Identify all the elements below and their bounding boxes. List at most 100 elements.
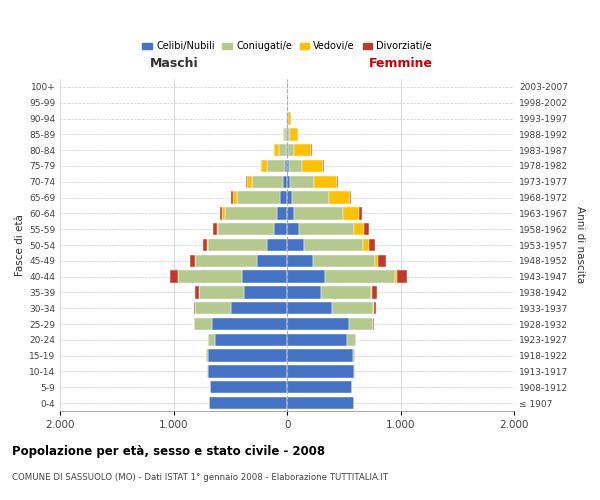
Bar <box>314 176 337 188</box>
Bar <box>287 302 332 314</box>
Bar <box>329 192 350 204</box>
Bar <box>375 254 379 267</box>
Bar <box>247 176 252 188</box>
Bar <box>369 239 374 251</box>
Bar <box>304 239 363 251</box>
Bar <box>343 207 359 220</box>
Bar <box>215 334 287 346</box>
Bar <box>286 128 287 140</box>
Bar <box>323 160 324 172</box>
Bar <box>194 302 195 314</box>
Bar <box>252 176 283 188</box>
Bar <box>287 270 325 283</box>
Bar <box>372 286 377 298</box>
Bar <box>220 207 223 220</box>
Bar <box>371 286 372 298</box>
Bar <box>208 350 287 362</box>
Y-axis label: Fasce di età: Fasce di età <box>15 214 25 276</box>
Bar <box>237 192 280 204</box>
Bar <box>278 144 286 156</box>
Legend: Celibi/Nubili, Coniugati/e, Vedovi/e, Divorziati/e: Celibi/Nubili, Coniugati/e, Vedovi/e, Di… <box>139 38 436 55</box>
Bar <box>359 207 362 220</box>
Bar <box>363 239 369 251</box>
Bar <box>287 286 321 298</box>
Bar <box>178 270 242 283</box>
Bar <box>332 302 373 314</box>
Bar <box>210 381 287 394</box>
Bar <box>225 207 277 220</box>
Bar <box>349 318 373 330</box>
Bar <box>325 270 395 283</box>
Text: Femmine: Femmine <box>369 58 433 70</box>
Bar <box>190 254 195 267</box>
Bar <box>267 160 285 172</box>
Text: Popolazione per età, sesso e stato civile - 2008: Popolazione per età, sesso e stato civil… <box>12 444 325 458</box>
Bar <box>290 176 314 188</box>
Bar <box>287 397 354 409</box>
Bar <box>196 302 230 314</box>
Y-axis label: Anni di nascita: Anni di nascita <box>575 206 585 284</box>
Bar <box>286 144 287 156</box>
Text: COMUNE DI SASSUOLO (MO) - Dati ISTAT 1° gennaio 2008 - Elaborazione TUTTITALIA.I: COMUNE DI SASSUOLO (MO) - Dati ISTAT 1° … <box>12 474 388 482</box>
Bar <box>274 144 278 156</box>
Bar <box>354 223 364 235</box>
Bar <box>257 254 287 267</box>
Bar <box>287 318 349 330</box>
Bar <box>217 223 218 235</box>
Bar <box>287 334 347 346</box>
Bar <box>287 381 352 394</box>
Bar <box>233 192 237 204</box>
Bar <box>299 223 354 235</box>
Bar <box>287 223 299 235</box>
Bar <box>208 239 268 251</box>
Bar <box>280 192 287 204</box>
Bar <box>289 112 290 124</box>
Bar <box>374 302 376 314</box>
Bar <box>208 366 287 378</box>
Bar <box>321 286 371 298</box>
Bar <box>194 286 199 298</box>
Bar <box>274 223 287 235</box>
Bar <box>287 254 313 267</box>
Text: Maschi: Maschi <box>149 58 198 70</box>
Bar <box>287 160 289 172</box>
Bar <box>213 223 217 235</box>
Bar <box>289 160 302 172</box>
Bar <box>379 254 386 267</box>
Bar <box>313 254 375 267</box>
Bar <box>337 176 338 188</box>
Bar <box>290 128 298 140</box>
Bar <box>287 366 354 378</box>
Bar <box>395 270 397 283</box>
Bar <box>302 160 323 172</box>
Bar <box>287 239 304 251</box>
Bar <box>347 334 356 346</box>
Bar <box>196 254 257 267</box>
Bar <box>295 144 311 156</box>
Bar <box>212 318 287 330</box>
Bar <box>244 286 287 298</box>
Bar <box>284 128 286 140</box>
Bar <box>277 207 287 220</box>
Bar <box>246 176 247 188</box>
Bar <box>287 350 353 362</box>
Bar <box>283 128 284 140</box>
Bar <box>218 223 274 235</box>
Bar <box>353 350 355 362</box>
Bar <box>287 207 294 220</box>
Bar <box>287 192 292 204</box>
Bar <box>199 286 244 298</box>
Bar <box>350 192 352 204</box>
Bar <box>232 192 233 204</box>
Bar <box>242 270 287 283</box>
Bar <box>286 112 287 124</box>
Bar <box>230 302 287 314</box>
Bar <box>288 128 290 140</box>
Bar <box>268 239 287 251</box>
Bar <box>292 192 329 204</box>
Bar <box>364 223 369 235</box>
Bar <box>287 176 290 188</box>
Bar <box>209 397 287 409</box>
Bar <box>206 350 208 362</box>
Bar <box>283 176 287 188</box>
